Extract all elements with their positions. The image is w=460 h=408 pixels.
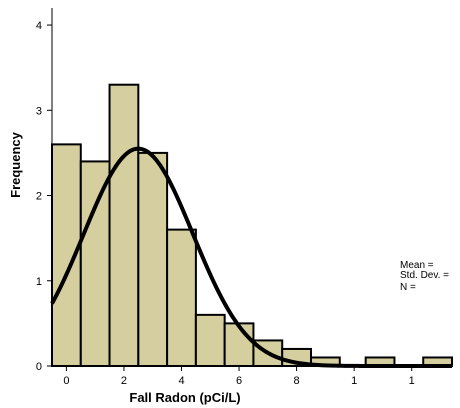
stats-std-dev-label: Std. Dev. = bbox=[400, 270, 449, 281]
x-tick-label-1: 2 bbox=[121, 375, 127, 387]
histogram-bars bbox=[51, 83, 454, 368]
x-tick-label-5: 1 bbox=[351, 375, 357, 387]
histogram-bar-3 bbox=[137, 151, 169, 367]
stats-n-label: N = bbox=[400, 282, 416, 293]
histogram-bar-5 bbox=[194, 313, 226, 367]
y-tick-label-2: 2 bbox=[36, 191, 42, 203]
x-tick-label-6: 1 bbox=[409, 375, 415, 387]
stats-box: Mean = Std. Dev. = N = bbox=[400, 260, 449, 293]
x-ticks: 0 2 4 6 8 1 1 bbox=[63, 366, 415, 387]
histogram-bar-6 bbox=[223, 322, 255, 368]
y-tick-label-0: 0 bbox=[36, 361, 42, 373]
histogram-bar-4 bbox=[166, 228, 197, 367]
histogram-bar-1 bbox=[79, 160, 111, 367]
y-tick-label-1: 1 bbox=[36, 276, 42, 288]
x-tick-label-3: 6 bbox=[236, 375, 242, 387]
stats-mean-label: Mean = bbox=[400, 260, 434, 271]
y-ticks: 0 1 2 3 4 bbox=[36, 20, 52, 373]
x-axis-label: Fall Radon (pCi/L) bbox=[129, 390, 240, 405]
x-tick-label-0: 0 bbox=[63, 375, 69, 387]
histogram-bar-2 bbox=[108, 83, 140, 368]
x-tick-label-2: 4 bbox=[178, 375, 184, 387]
y-tick-label-3: 3 bbox=[36, 105, 42, 117]
y-tick-label-4: 4 bbox=[36, 20, 42, 32]
y-axis-label: Frequency bbox=[8, 131, 23, 198]
x-tick-label-4: 8 bbox=[294, 375, 300, 387]
